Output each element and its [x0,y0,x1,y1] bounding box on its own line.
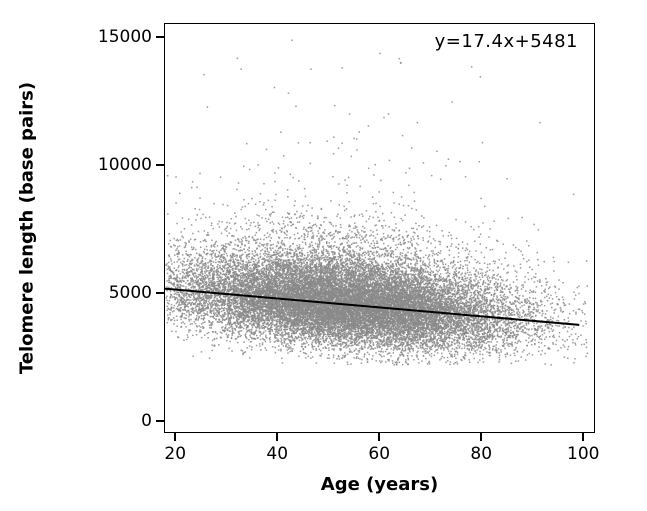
scatter-points-canvas [164,23,595,433]
y-tick-mark [156,419,164,422]
regression-equation-label: y=17.4x+5481 [434,31,578,52]
x-tick-mark [480,433,483,441]
y-tick-mark [156,164,164,167]
x-tick-mark [276,433,279,441]
x-tick-mark [378,433,381,441]
x-axis-title: Age (years) [320,474,439,495]
y-tick-mark [156,292,164,294]
y-tick-mark [156,36,164,39]
y-axis-title: Telomere length (base pairs) [16,81,38,375]
x-tick-mark [174,433,177,441]
x-tick-label: 100 [567,444,600,464]
x-tick-label: 80 [470,444,493,464]
y-tick-label: 15000 [97,27,152,48]
x-tick-label: 20 [164,444,187,464]
x-tick-label: 60 [368,444,391,464]
y-tick-label: 0 [141,410,152,431]
y-tick-label: 10000 [97,155,152,176]
x-tick-mark [582,433,585,441]
y-tick-label: 5000 [108,283,152,303]
x-tick-label: 40 [266,444,289,464]
